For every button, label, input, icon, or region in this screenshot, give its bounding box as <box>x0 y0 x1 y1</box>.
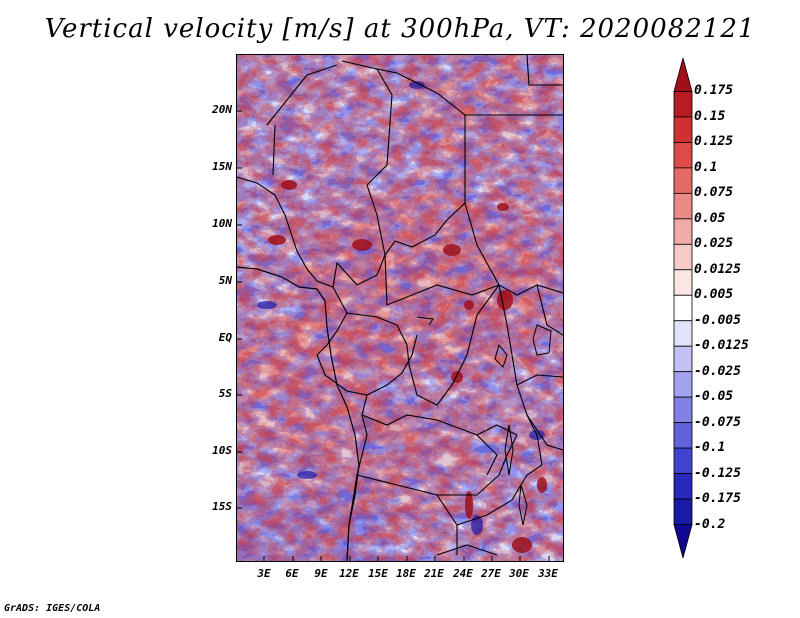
lat-label-eq: EQ <box>218 331 232 344</box>
colorbar-level-label: -0.0125 <box>694 338 749 354</box>
lat-label-5n: 5N <box>218 274 232 287</box>
lon-label-30e: 30E <box>509 567 529 580</box>
colorbar-swatch <box>673 473 693 500</box>
lon-label-9e: 9E <box>314 567 328 580</box>
lat-label-10n: 10N <box>212 217 232 230</box>
lon-label-18e: 18E <box>396 567 416 580</box>
colorbar-level-label: -0.125 <box>694 465 741 481</box>
lon-label-27e: 27E <box>481 567 501 580</box>
colorbar-swatch <box>673 58 693 92</box>
colorbar-level-label: 0.175 <box>694 83 734 99</box>
colorbar-level-label: -0.175 <box>694 491 741 507</box>
colorbar <box>673 58 693 558</box>
colorbar-swatch <box>673 269 693 296</box>
lat-label-5s: 5S <box>218 387 232 400</box>
colorbar-level-label: 0.15 <box>694 108 726 124</box>
lon-label-15e: 15E <box>368 567 388 580</box>
colorbar-swatch <box>673 396 693 424</box>
colorbar-swatch <box>673 371 693 398</box>
colorbar-swatch <box>673 116 693 143</box>
colorbar-swatch <box>673 91 693 118</box>
vertical-velocity-field-map <box>237 55 563 561</box>
colorbar-swatch <box>673 218 693 245</box>
colorbar-swatch <box>673 320 693 347</box>
lat-label-10s: 10S <box>212 444 232 457</box>
lon-label-6e: 6E <box>285 567 299 580</box>
colorbar-swatch <box>673 524 693 558</box>
colorbar-level-label: -0.05 <box>694 389 734 405</box>
colorbar-swatch <box>673 142 693 169</box>
lat-label-15s: 15S <box>212 500 232 513</box>
colorbar-level-label: -0.005 <box>694 312 741 328</box>
colorbar-level-label: 0.125 <box>694 134 734 150</box>
colorbar-level-label: 0.0125 <box>694 261 741 277</box>
map-panel <box>236 54 564 562</box>
colorbar-level-label: 0.005 <box>694 287 734 303</box>
colorbar-swatch <box>673 345 693 373</box>
colorbar-swatch <box>673 243 693 271</box>
lat-label-20n: 20N <box>212 103 232 116</box>
colorbar-level-label: 0.05 <box>694 210 726 226</box>
colorbar-level-label: 0.075 <box>694 185 734 201</box>
colorbar-level-label: -0.2 <box>694 516 726 532</box>
colorbar-swatch <box>673 422 693 449</box>
lon-label-3e: 3E <box>257 567 271 580</box>
lon-label-24e: 24E <box>453 567 473 580</box>
lon-label-33e: 33E <box>538 567 558 580</box>
colorbar-level-label: 0.1 <box>694 159 718 175</box>
lon-label-21e: 21E <box>424 567 444 580</box>
colorbar-swatch <box>673 294 693 322</box>
colorbar-level-label: -0.075 <box>694 414 741 430</box>
lon-label-12e: 12E <box>339 567 359 580</box>
colorbar-level-label: -0.025 <box>694 363 741 379</box>
chart-title: Vertical velocity [m/s] at 300hPa, VT: 2… <box>44 14 756 44</box>
colorbar-level-label: 0.025 <box>694 236 734 252</box>
colorbar-swatch <box>673 498 693 525</box>
lat-label-15n: 15N <box>212 160 232 173</box>
colorbar-swatch <box>673 447 693 474</box>
grads-credit: GrADS: IGES/COLA <box>4 603 101 614</box>
colorbar-level-label: -0.1 <box>694 440 726 456</box>
colorbar-swatch <box>673 167 693 194</box>
colorbar-swatch <box>673 192 693 220</box>
